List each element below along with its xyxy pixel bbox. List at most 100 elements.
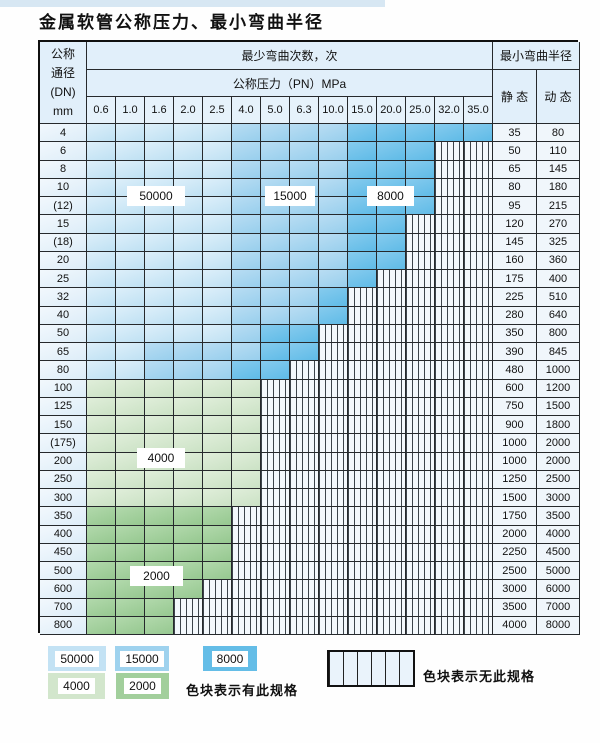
spec-cell [464, 507, 493, 526]
spec-cell [174, 434, 203, 453]
spec-cell [232, 525, 261, 544]
spec-cell [319, 452, 348, 471]
spec-cell [435, 215, 464, 234]
spec-cell [87, 324, 116, 343]
spec-cell [116, 160, 145, 179]
spec-cell [435, 416, 464, 435]
spec-cell [174, 598, 203, 617]
dynamic-radius-value: 180 [537, 178, 580, 197]
legend-swatch-2000: 2000 [116, 673, 169, 699]
row-dn-label: 10 [40, 178, 87, 197]
spec-cell [319, 288, 348, 307]
spec-cell [319, 434, 348, 453]
spec-cell [464, 616, 493, 635]
row-dn-label: 200 [40, 452, 87, 471]
static-radius-value: 120 [493, 215, 537, 234]
spec-cell [406, 142, 435, 161]
spec-cell [261, 343, 290, 362]
spec-cell [116, 142, 145, 161]
spec-cell [348, 416, 377, 435]
spec-cell [145, 616, 174, 635]
header-dn: 公称 通径 (DN) mm [40, 42, 87, 124]
spec-cell [174, 160, 203, 179]
spec-cell [290, 379, 319, 398]
dynamic-radius-value: 845 [537, 343, 580, 362]
spec-cell [319, 489, 348, 508]
spec-cell [377, 397, 406, 416]
row-dn-label: 20 [40, 251, 87, 270]
spec-cell [464, 543, 493, 562]
spec-cell [319, 598, 348, 617]
spec-cell [203, 525, 232, 544]
static-radius-value: 1250 [493, 470, 537, 489]
spec-cell [203, 160, 232, 179]
row-dn-label: (12) [40, 197, 87, 216]
spec-cell [232, 233, 261, 252]
spec-cell [319, 616, 348, 635]
row-dn-label: 150 [40, 416, 87, 435]
static-radius-value: 160 [493, 251, 537, 270]
spec-cell [145, 379, 174, 398]
header-pn: 公称压力（PN）MPa [87, 70, 493, 97]
spec-cell [348, 233, 377, 252]
spec-cell [261, 434, 290, 453]
spec-cell [348, 160, 377, 179]
row-dn-label: 450 [40, 543, 87, 562]
static-radius-value: 2500 [493, 562, 537, 581]
spec-cell [203, 562, 232, 581]
spec-cell [261, 543, 290, 562]
spec-cell [87, 489, 116, 508]
spec-cell [145, 507, 174, 526]
spec-cell [464, 288, 493, 307]
spec-cell [232, 616, 261, 635]
spec-cell [377, 525, 406, 544]
spec-cell [435, 251, 464, 270]
spec-cell [377, 507, 406, 526]
row-dn-label: 65 [40, 343, 87, 362]
spec-cell [464, 142, 493, 161]
spec-cell [464, 361, 493, 380]
spec-cell [377, 215, 406, 234]
spec-cell [174, 251, 203, 270]
spec-cell [435, 616, 464, 635]
spec-cell [261, 324, 290, 343]
legend-label-2000: 2000 [124, 678, 161, 694]
spec-cell [87, 452, 116, 471]
spec-cell [406, 361, 435, 380]
page-title: 金属软管公称压力、最小弯曲半径 [39, 13, 324, 33]
spec-cell [464, 324, 493, 343]
spec-cell [174, 489, 203, 508]
spec-cell [145, 142, 174, 161]
spec-cell [377, 124, 406, 143]
spec-cell [232, 215, 261, 234]
pressure-header: 35.0 [464, 97, 493, 124]
spec-cell [174, 215, 203, 234]
spec-cell [319, 580, 348, 599]
spec-cell [174, 233, 203, 252]
legend-swatch-15000: 15000 [115, 646, 169, 671]
spec-cell [203, 397, 232, 416]
spec-cell [406, 343, 435, 362]
spec-cell [174, 324, 203, 343]
spec-cell [145, 124, 174, 143]
row-dn-label: 25 [40, 270, 87, 289]
spec-cell [203, 251, 232, 270]
spec-cell [145, 288, 174, 307]
spec-cell [116, 270, 145, 289]
spec-cell [87, 251, 116, 270]
spec-cell [319, 197, 348, 216]
legend-no-spec-swatch [327, 650, 415, 687]
spec-cell [203, 580, 232, 599]
static-radius-value: 35 [493, 124, 537, 143]
spec-cell [232, 470, 261, 489]
spec-cell [435, 507, 464, 526]
spec-cell [319, 324, 348, 343]
spec-cell [232, 343, 261, 362]
spec-cell [87, 124, 116, 143]
spec-cell [464, 434, 493, 453]
spec-cell [261, 160, 290, 179]
spec-cell [464, 416, 493, 435]
spec-cell [319, 470, 348, 489]
spec-cell [232, 270, 261, 289]
spec-cell [435, 343, 464, 362]
